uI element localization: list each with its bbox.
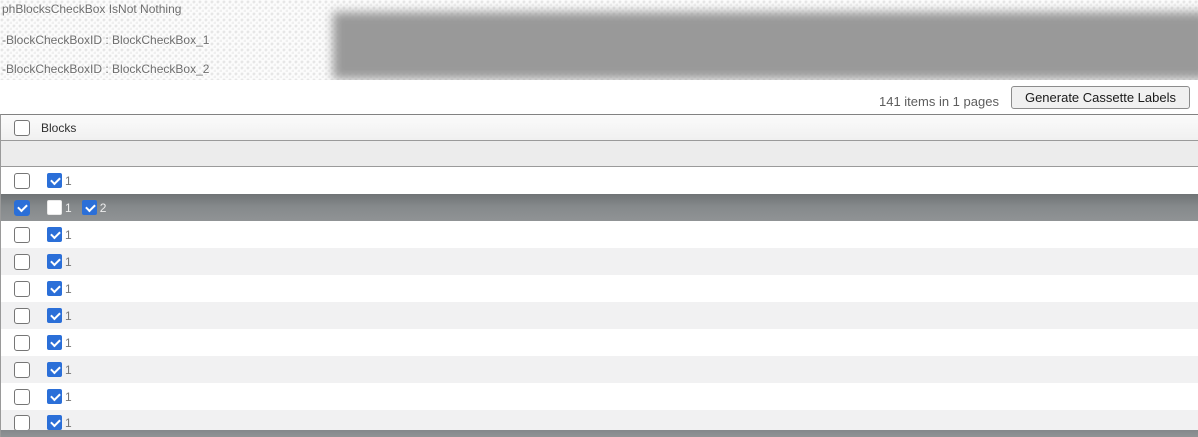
row-select-checkbox[interactable] <box>14 253 30 270</box>
block-checkbox[interactable] <box>47 173 62 188</box>
blocks-cell: 1 <box>47 308 72 323</box>
block-checkbox[interactable] <box>81 200 97 215</box>
table-row[interactable]: 1 <box>1 356 1198 383</box>
row-select-checkbox[interactable] <box>14 199 30 216</box>
table-row[interactable]: 1 <box>1 275 1198 302</box>
table-row[interactable]: 1 <box>1 383 1198 410</box>
blocks-cell: 1 <box>47 362 72 377</box>
block-label: 1 <box>65 362 72 377</box>
generate-cassette-labels-button[interactable]: Generate Cassette Labels <box>1010 85 1190 109</box>
block-checkbox[interactable] <box>47 281 62 296</box>
block-item: 1 <box>47 415 72 430</box>
block-label: 1 <box>65 281 72 296</box>
row-select-checkbox[interactable] <box>14 415 30 430</box>
block-label: 2 <box>99 200 107 215</box>
row-select-checkbox[interactable] <box>14 361 30 378</box>
blocks-cell: 1 <box>47 173 72 188</box>
block-label: 1 <box>65 308 72 323</box>
block-item: 1 <box>47 173 72 188</box>
row-select-checkbox[interactable] <box>14 172 30 189</box>
block-checkbox[interactable] <box>47 308 62 323</box>
row-select-checkbox[interactable] <box>14 280 30 297</box>
block-checkbox[interactable] <box>47 362 62 377</box>
block-label: 1 <box>65 227 72 242</box>
block-checkbox[interactable] <box>47 389 62 404</box>
blocks-cell: 1 <box>47 227 72 242</box>
block-label: 1 <box>65 335 72 350</box>
column-header-blocks: Blocks <box>41 120 77 135</box>
select-all-checkbox[interactable] <box>14 119 30 136</box>
grid-filter-row <box>1 141 1198 167</box>
debug-line: -BlockCheckBoxID : BlockCheckBox_2 <box>2 62 210 76</box>
block-item: 1 <box>47 335 72 350</box>
block-label: 1 <box>65 173 72 188</box>
block-item: 2 <box>81 200 107 215</box>
debug-panel: phBlocksCheckBox IsNot Nothing -BlockChe… <box>0 0 1198 80</box>
row-select-checkbox[interactable] <box>14 334 30 351</box>
block-item: 1 <box>47 200 72 215</box>
blocks-cell: 1 <box>47 254 72 269</box>
block-item: 1 <box>47 308 72 323</box>
block-label: 1 <box>65 415 72 430</box>
blocks-cell: 1 <box>47 415 72 430</box>
table-row[interactable]: 1 <box>1 167 1198 194</box>
block-item: 1 <box>47 281 72 296</box>
block-label: 1 <box>65 389 72 404</box>
block-checkbox[interactable] <box>47 200 62 215</box>
block-checkbox[interactable] <box>47 254 62 269</box>
grid-header-row: Blocks <box>1 115 1198 141</box>
table-row[interactable] <box>1 430 1198 437</box>
block-label: 1 <box>65 200 72 215</box>
table-row[interactable]: 1 <box>1 410 1198 430</box>
block-checkbox[interactable] <box>47 335 62 350</box>
grid-toolbar: 141 items in 1 pages Generate Cassette L… <box>0 80 1198 114</box>
gray-overlay-blob <box>333 12 1198 79</box>
block-item: 1 <box>47 389 72 404</box>
block-item: 1 <box>47 254 72 269</box>
debug-line: phBlocksCheckBox IsNot Nothing <box>2 2 182 16</box>
blocks-cell: 1 <box>47 389 72 404</box>
table-row[interactable]: 1 <box>1 221 1198 248</box>
debug-line: -BlockCheckBoxID : BlockCheckBox_1 <box>2 33 210 47</box>
row-select-checkbox[interactable] <box>14 226 30 243</box>
row-select-checkbox[interactable] <box>14 388 30 405</box>
table-row[interactable]: 1 <box>1 329 1198 356</box>
block-checkbox[interactable] <box>47 415 62 430</box>
block-checkbox[interactable] <box>47 227 62 242</box>
table-row[interactable]: 1 <box>1 248 1198 275</box>
block-item: 1 <box>47 362 72 377</box>
blocks-cell: 1 <box>47 335 72 350</box>
block-item: 1 <box>47 227 72 242</box>
block-label: 1 <box>65 254 72 269</box>
blocks-cell: 1 <box>47 281 72 296</box>
table-row[interactable]: 1 <box>1 302 1198 329</box>
row-select-checkbox[interactable] <box>14 307 30 324</box>
items-count-label: 141 items in 1 pages <box>878 93 999 109</box>
